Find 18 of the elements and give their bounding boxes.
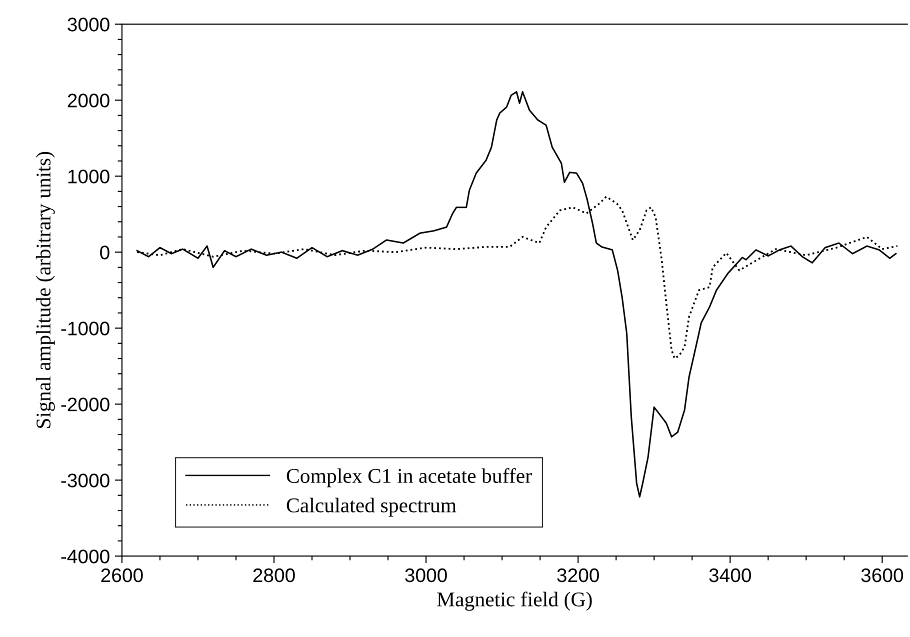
x-tick-label: 2600 [101,568,143,582]
y-tick-label: 3000 [68,18,110,32]
y-tick-label: 2000 [68,94,110,108]
y-tick-label: 1000 [68,170,110,184]
x-tick-label: 3600 [861,568,904,582]
x-tick-label: 3000 [405,568,447,582]
y-tick-label: -4000 [61,550,110,564]
legend-label: Complex C1 in acetate buffer [286,468,532,488]
legend-label: Calculated spectrum [286,498,456,517]
y-tick-label: -1000 [61,322,110,336]
x-tick-label: 3200 [557,568,599,582]
y-tick-label: 0 [100,246,110,260]
x-tick-label: 3400 [709,568,752,582]
y-tick-label: -3000 [61,474,110,488]
x-axis-title: Magnetic field (G) [437,592,592,611]
x-tick-label: 2800 [253,568,295,582]
y-axis-title: Signal amplitude (arbitrary units) [36,152,55,428]
y-tick-label: -2000 [61,398,110,412]
